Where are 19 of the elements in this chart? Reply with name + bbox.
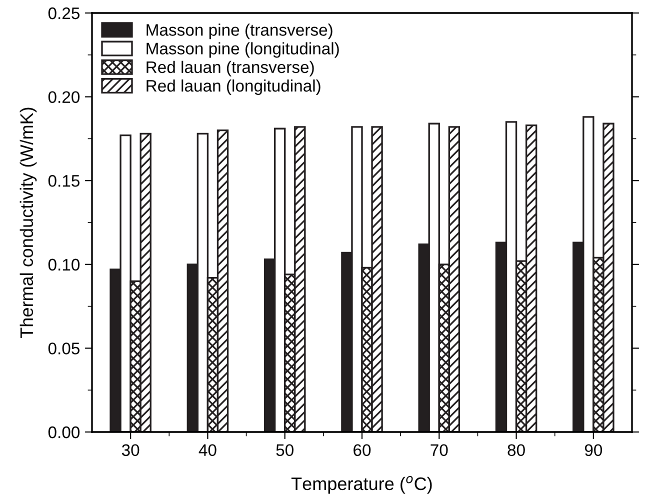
x-tick-label: 80 <box>508 444 525 456</box>
y-tick-label: 0.00 <box>48 426 80 438</box>
x-tick-label: 90 <box>584 444 602 456</box>
x-tick-label: 60 <box>354 444 371 456</box>
y-tick-label: 0.15 <box>48 175 80 187</box>
legend-label: Masson pine (longitudinal) <box>146 42 339 58</box>
y-axis-title: Thermal conductivity (W/mK) <box>20 108 37 338</box>
y-tick-label: 0.20 <box>48 91 80 104</box>
legend-label: Red lauan (longitudinal) <box>146 79 320 95</box>
y-tick-label: 0.25 <box>48 7 80 20</box>
y-tick-label: 0.05 <box>48 342 80 354</box>
x-tick-label: 40 <box>198 444 216 456</box>
x-axis-title: Temperature ($^{o}$C) <box>291 476 432 494</box>
y-tick-label: 0.10 <box>48 258 80 271</box>
x-tick-label: 50 <box>276 444 294 456</box>
legend-label: Red lauan (transverse) <box>146 60 314 76</box>
x-tick-label: 70 <box>430 444 448 456</box>
legend-label: Masson pine (transverse) <box>146 24 332 40</box>
x-tick-label: 30 <box>122 444 140 456</box>
